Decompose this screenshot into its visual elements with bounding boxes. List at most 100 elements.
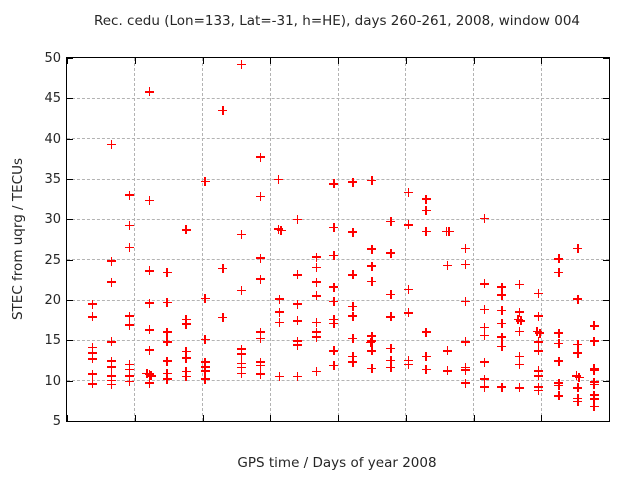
y-tick-label: 25: [44, 252, 61, 268]
data-point: [515, 383, 525, 393]
data-point: [497, 382, 507, 392]
data-point: [348, 351, 358, 361]
data-point: [479, 322, 489, 332]
data-point: [162, 297, 172, 307]
data-point: [554, 254, 564, 264]
x-tick-bottom: [202, 415, 204, 421]
y-gridline: [67, 339, 609, 341]
y-tick-label: 15: [44, 333, 61, 349]
data-point: [275, 294, 285, 304]
x-tick-bottom: [405, 415, 407, 421]
data-point: [311, 327, 321, 337]
data-point: [256, 253, 266, 263]
data-point: [200, 366, 210, 376]
data-point: [403, 220, 413, 230]
data-point: [218, 105, 228, 115]
data-point: [273, 224, 283, 234]
data-point: [534, 311, 544, 321]
data-point: [237, 230, 247, 240]
data-point: [573, 348, 583, 358]
data-point: [515, 307, 525, 317]
data-point: [237, 59, 247, 69]
data-point: [292, 316, 302, 326]
data-point: [386, 356, 396, 365]
data-point: [554, 339, 564, 349]
data-point: [181, 319, 191, 329]
data-point: [348, 357, 358, 367]
data-point: [146, 371, 156, 381]
data-point: [329, 360, 339, 370]
data-point: [311, 263, 321, 273]
data-point: [421, 226, 431, 236]
data-point: [256, 152, 266, 162]
y-tick-label: 5: [52, 414, 61, 429]
data-point: [366, 338, 376, 348]
data-point: [107, 356, 117, 366]
data-point: [554, 381, 564, 390]
data-point: [107, 380, 117, 390]
data-point: [200, 357, 210, 367]
data-point: [107, 277, 117, 287]
data-point: [479, 382, 489, 392]
data-point: [200, 293, 210, 303]
data-point: [460, 297, 470, 307]
y-gridline: [67, 380, 609, 382]
data-point: [237, 349, 247, 359]
data-point: [145, 378, 155, 388]
data-point: [497, 305, 507, 315]
data-point: [88, 343, 98, 353]
data-point: [145, 345, 155, 355]
data-point: [534, 289, 544, 299]
data-point: [311, 318, 321, 328]
data-point: [403, 360, 413, 370]
data-point: [88, 348, 98, 358]
y-tick-left: [67, 58, 73, 59]
data-point: [460, 243, 470, 253]
y-tick-left: [67, 300, 73, 301]
data-point: [181, 353, 191, 363]
data-point: [311, 291, 321, 301]
data-point: [444, 226, 454, 236]
data-point: [107, 371, 117, 381]
data-point: [589, 394, 599, 404]
data-point: [145, 196, 155, 206]
x-tick-bottom: [541, 415, 543, 421]
y-tick-left: [67, 98, 73, 100]
y-tick-label: 50: [44, 51, 61, 66]
data-point: [367, 276, 377, 286]
data-point: [421, 327, 431, 337]
data-point: [367, 336, 377, 346]
y-tick-right: [603, 340, 609, 342]
data-point: [534, 385, 544, 395]
y-tick-right: [603, 98, 609, 100]
data-point: [571, 371, 581, 381]
data-point: [145, 369, 155, 379]
y-tick-right: [603, 259, 609, 261]
x-tick-top: [270, 58, 272, 64]
data-point: [145, 298, 155, 308]
data-point: [276, 226, 286, 236]
data-point: [124, 364, 134, 374]
data-point: [329, 318, 339, 328]
data-point: [535, 328, 545, 338]
data-point: [162, 268, 172, 278]
x-gridline: [202, 58, 203, 421]
data-point: [589, 380, 599, 390]
y-tick-left: [67, 259, 73, 261]
data-point: [573, 294, 583, 304]
data-point: [329, 282, 339, 292]
y-tick-label: 45: [44, 91, 61, 107]
data-point: [421, 194, 431, 204]
data-point: [329, 297, 339, 307]
data-point: [386, 289, 396, 299]
x-tick-top: [541, 58, 543, 64]
data-point: [162, 356, 172, 366]
data-point: [534, 346, 544, 356]
x-tick-top: [67, 58, 68, 64]
data-point: [515, 280, 525, 290]
data-point: [348, 334, 358, 344]
data-point: [367, 331, 377, 341]
data-point: [479, 214, 489, 224]
x-gridline: [269, 58, 271, 421]
